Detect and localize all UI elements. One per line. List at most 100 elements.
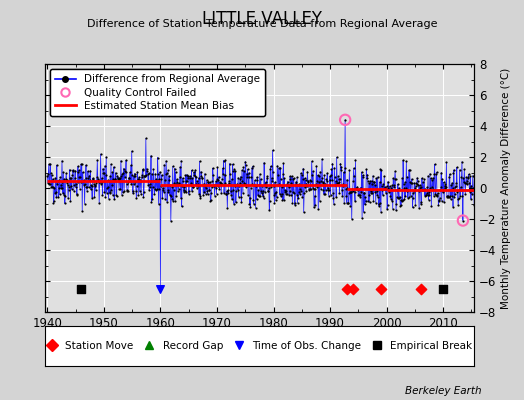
- Point: [450, 167, 458, 173]
- Point: [159, 187, 168, 193]
- Point: [86, 186, 95, 192]
- Point: [341, 117, 350, 123]
- Point: [325, 186, 333, 193]
- Point: [153, 186, 161, 192]
- Point: [115, 176, 124, 182]
- Point: [406, 166, 414, 173]
- Point: [173, 176, 181, 183]
- Point: [412, 180, 420, 186]
- Point: [309, 185, 317, 192]
- Point: [73, 192, 81, 198]
- Point: [115, 186, 123, 192]
- Point: [337, 187, 346, 194]
- Point: [365, 192, 373, 198]
- Point: [228, 196, 236, 202]
- Point: [342, 193, 350, 199]
- Point: [256, 171, 264, 177]
- Point: [437, 169, 445, 176]
- Point: [372, 175, 380, 182]
- Point: [441, 185, 449, 191]
- Point: [148, 171, 156, 177]
- Point: [458, 217, 467, 224]
- Point: [108, 182, 116, 188]
- Point: [97, 175, 106, 181]
- Point: [230, 200, 238, 207]
- Point: [461, 191, 470, 197]
- Point: [244, 192, 252, 198]
- Point: [61, 193, 70, 200]
- Point: [275, 180, 283, 187]
- Point: [260, 160, 268, 166]
- Point: [417, 201, 425, 207]
- Point: [328, 177, 336, 183]
- Point: [173, 188, 182, 194]
- Point: [340, 169, 348, 176]
- Point: [90, 194, 99, 200]
- Point: [138, 166, 147, 173]
- Point: [398, 198, 406, 204]
- Point: [374, 194, 383, 200]
- Point: [421, 192, 429, 199]
- Point: [53, 178, 62, 184]
- Point: [374, 174, 382, 180]
- Point: [288, 173, 296, 180]
- Point: [304, 178, 313, 184]
- Point: [195, 158, 204, 164]
- Point: [294, 195, 303, 201]
- Point: [357, 169, 366, 175]
- Point: [128, 171, 136, 178]
- Point: [57, 185, 66, 192]
- Point: [214, 177, 223, 183]
- Point: [81, 174, 90, 181]
- Point: [215, 179, 224, 185]
- Point: [367, 190, 375, 196]
- Point: [71, 174, 79, 181]
- Point: [421, 186, 429, 192]
- Point: [45, 161, 53, 168]
- Point: [464, 174, 472, 180]
- Point: [257, 190, 266, 197]
- Point: [450, 194, 458, 200]
- Point: [111, 175, 119, 182]
- Point: [224, 190, 233, 196]
- Point: [117, 192, 126, 198]
- Point: [441, 181, 450, 188]
- Point: [118, 189, 127, 196]
- Point: [187, 180, 195, 186]
- Point: [351, 157, 359, 163]
- Point: [140, 189, 148, 195]
- Point: [108, 169, 116, 176]
- Point: [143, 168, 151, 174]
- Point: [400, 196, 409, 203]
- Point: [255, 193, 263, 200]
- Point: [266, 166, 275, 172]
- Point: [113, 175, 122, 181]
- Point: [246, 194, 254, 201]
- Point: [363, 171, 372, 178]
- Point: [80, 177, 89, 184]
- Point: [280, 197, 288, 203]
- Point: [154, 171, 162, 178]
- Point: [164, 167, 172, 174]
- Point: [252, 204, 260, 211]
- Point: [217, 190, 225, 196]
- Point: [232, 199, 240, 206]
- Point: [259, 188, 267, 194]
- Point: [353, 186, 361, 192]
- Point: [43, 180, 52, 186]
- Point: [343, 176, 351, 183]
- Point: [350, 165, 358, 171]
- Point: [214, 183, 222, 189]
- Point: [407, 193, 415, 199]
- Point: [101, 194, 110, 200]
- Point: [172, 181, 180, 188]
- Point: [447, 193, 456, 199]
- Point: [103, 189, 111, 196]
- Point: [257, 176, 265, 182]
- Point: [471, 180, 479, 186]
- Point: [230, 166, 238, 173]
- Point: [458, 158, 466, 165]
- Point: [45, 181, 53, 187]
- Point: [334, 176, 343, 182]
- Point: [197, 168, 205, 175]
